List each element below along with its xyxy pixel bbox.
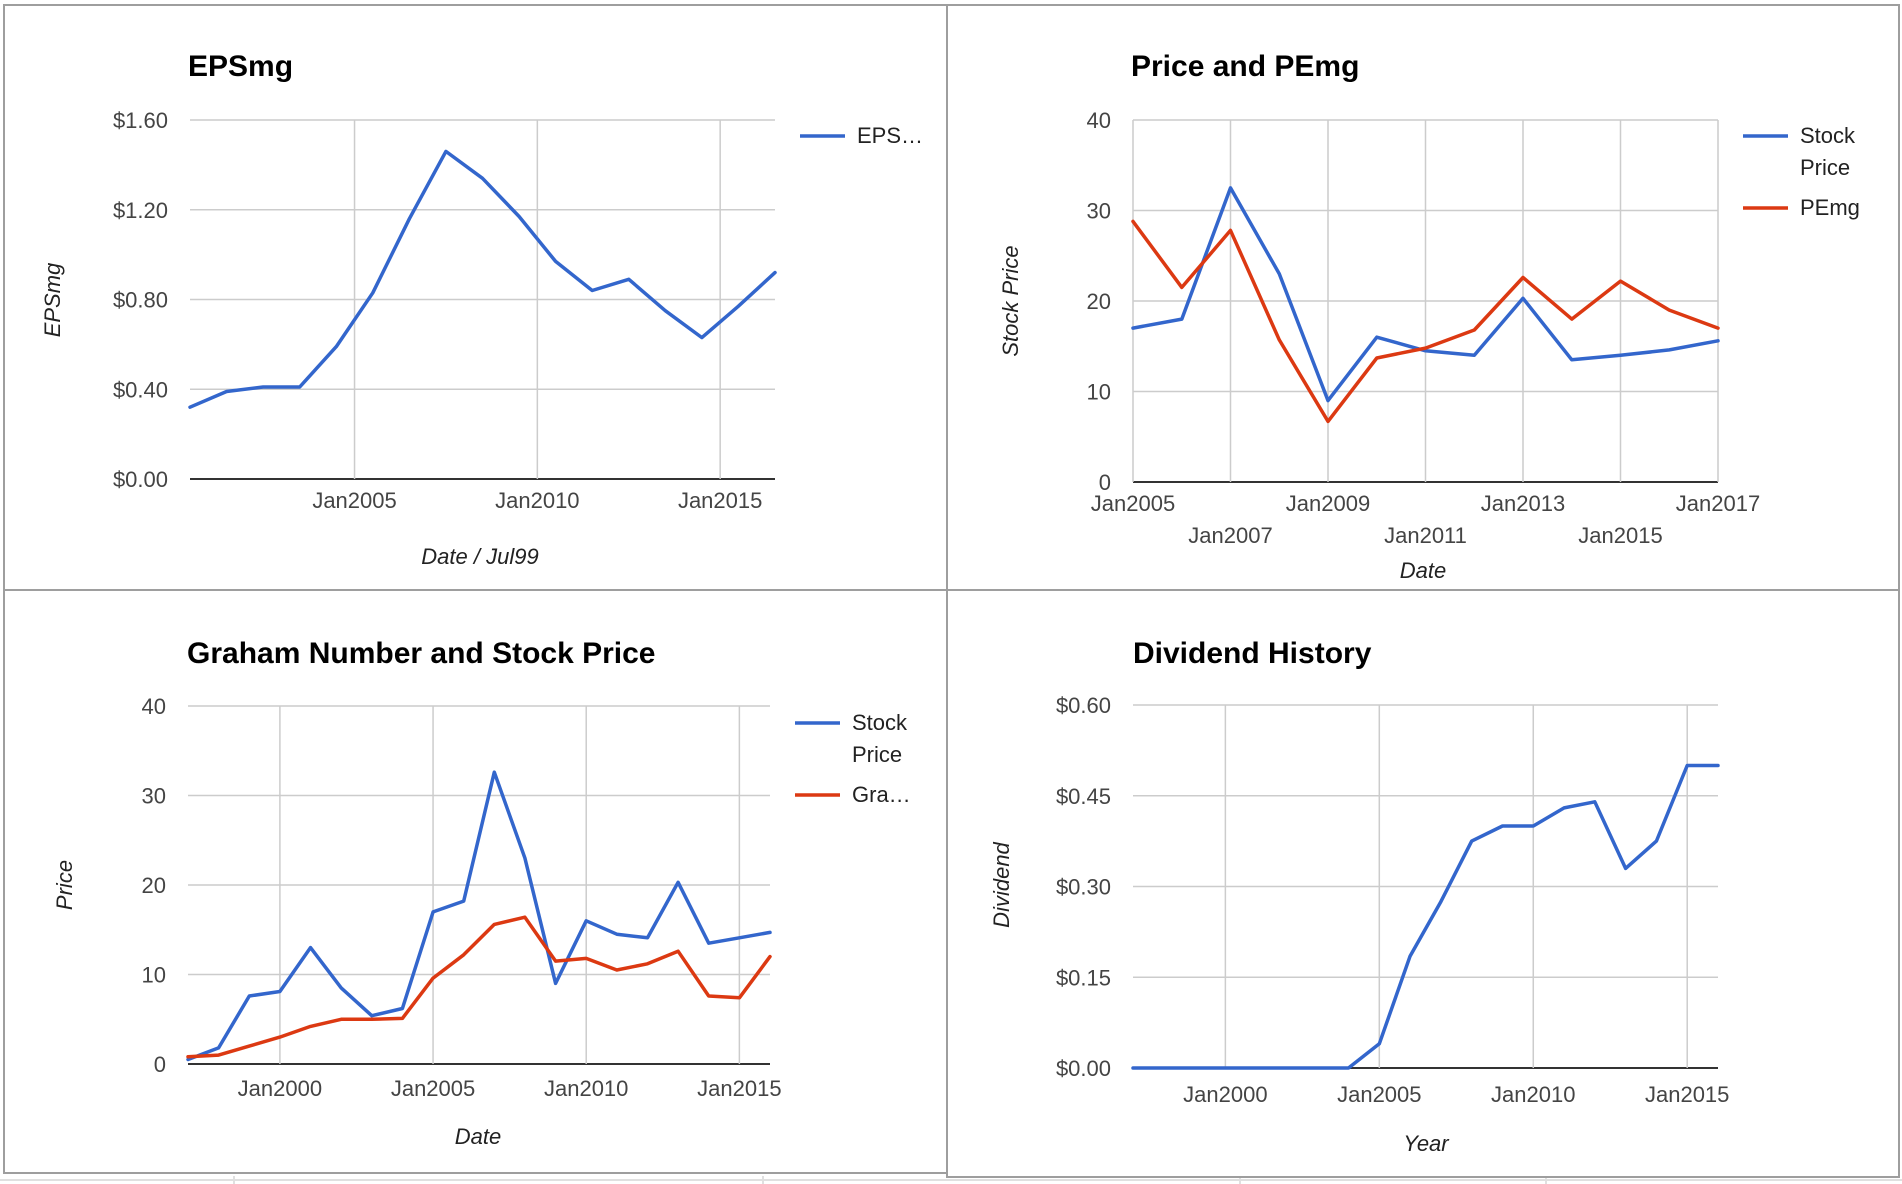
series-line-dividend <box>1131 763 1720 1070</box>
chart-title: EPSmg <box>188 50 293 83</box>
eps-chart-panel[interactable]: EPSmg $0.00 $0.40 $0.80 $1.20 $1.60 Jan2005 Jan… <box>3 4 948 591</box>
x-tick-label: Jan2000 <box>238 1076 322 1101</box>
legend-label: Gra… <box>852 782 911 807</box>
chart-title: Dividend History <box>1133 637 1372 670</box>
y-tick-label: 20 <box>142 873 166 898</box>
series-line-gra <box>186 915 772 1059</box>
y-tick-label: 20 <box>1087 289 1111 314</box>
eps-chart: EPSmg $0.00 $0.40 $0.80 $1.20 $1.60 Jan2005 Jan… <box>40 50 923 569</box>
dividend-chart-panel[interactable]: Dividend History $0.00 $0.15 $0.30 $0.45 $0.6… <box>946 589 1900 1178</box>
x-axis-title: Year <box>1403 1131 1450 1156</box>
y-tick-label: 10 <box>1087 380 1111 405</box>
y-axis-title: Stock Price <box>998 245 1023 356</box>
x-tick-label: Jan2010 <box>544 1076 628 1101</box>
price-pe-chart-panel[interactable]: Price and PEmg 0 10 20 30 40 Jan2005 Jan2007 Jan… <box>946 4 1900 591</box>
x-tick-label: Jan2010 <box>1491 1082 1575 1107</box>
x-tick-label: Jan2013 <box>1481 491 1565 516</box>
x-tick-label: Jan2011 <box>1384 523 1467 548</box>
x-tick-label: Jan2005 <box>1091 491 1175 516</box>
dividend-chart: Dividend History $0.00 $0.15 $0.30 $0.45 $0.6… <box>989 637 1729 1156</box>
y-tick-label: $0.80 <box>113 288 168 313</box>
y-tick-label: 30 <box>1087 199 1111 224</box>
y-tick-label: 40 <box>142 694 166 719</box>
y-tick-label: $1.60 <box>113 108 168 133</box>
x-tick-label: Jan2005 <box>391 1076 475 1101</box>
y-tick-label: 40 <box>1087 108 1111 133</box>
x-tick-label: Jan2015 <box>1645 1082 1729 1107</box>
y-axis-title: Dividend <box>989 841 1014 927</box>
x-tick-label: Jan2007 <box>1188 523 1272 548</box>
x-tick-label: Jan2010 <box>495 488 579 513</box>
graham-chart: Graham Number and Stock Price 0 10 20 30 40 Ja… <box>52 637 911 1149</box>
y-tick-label: 0 <box>1099 470 1111 495</box>
legend-label: EPS… <box>857 123 923 148</box>
legend-label: PEmg <box>1800 195 1860 220</box>
x-axis-title: Date <box>1400 558 1446 583</box>
x-tick-label: Jan2015 <box>1578 523 1662 548</box>
y-tick-label: $0.00 <box>1056 1056 1111 1081</box>
graham-chart-panel[interactable]: Graham Number and Stock Price 0 10 20 30 40 Ja… <box>3 589 948 1174</box>
x-tick-label: Jan2005 <box>312 488 396 513</box>
x-tick-label: Jan2005 <box>1337 1082 1421 1107</box>
y-tick-label: $0.30 <box>1056 875 1111 900</box>
x-tick-label: Jan2009 <box>1286 491 1370 516</box>
legend-label: Stock Price <box>852 710 908 767</box>
y-axis-title: EPSmg <box>40 262 65 337</box>
x-tick-label: Jan2015 <box>678 488 762 513</box>
y-tick-label: $0.00 <box>113 467 168 492</box>
y-tick-label: 30 <box>142 784 166 809</box>
y-tick-label: 10 <box>142 963 166 988</box>
y-tick-label: $0.45 <box>1056 784 1111 809</box>
y-axis-title: Price <box>52 860 77 910</box>
series-line-eps <box>188 149 777 409</box>
chart-title: Graham Number and Stock Price <box>187 637 656 670</box>
chart-title: Price and PEmg <box>1131 50 1359 83</box>
x-tick-label: Jan2000 <box>1183 1082 1267 1107</box>
x-tick-label: Jan2015 <box>697 1076 781 1101</box>
series-line-stock-price <box>186 770 772 1062</box>
y-tick-label: $1.20 <box>113 198 168 223</box>
y-tick-label: $0.60 <box>1056 693 1111 718</box>
legend-label: Stock Price <box>1800 123 1856 180</box>
y-tick-label: 0 <box>154 1052 166 1077</box>
price-pe-chart: Price and PEmg 0 10 20 30 40 Jan2005 Jan2007 Jan… <box>998 50 1860 583</box>
x-axis-title: Date / Jul99 <box>421 544 538 569</box>
y-tick-label: $0.40 <box>113 377 168 402</box>
y-tick-label: $0.15 <box>1056 965 1111 990</box>
x-tick-label: Jan2017 <box>1676 491 1760 516</box>
x-axis-title: Date <box>455 1124 501 1149</box>
